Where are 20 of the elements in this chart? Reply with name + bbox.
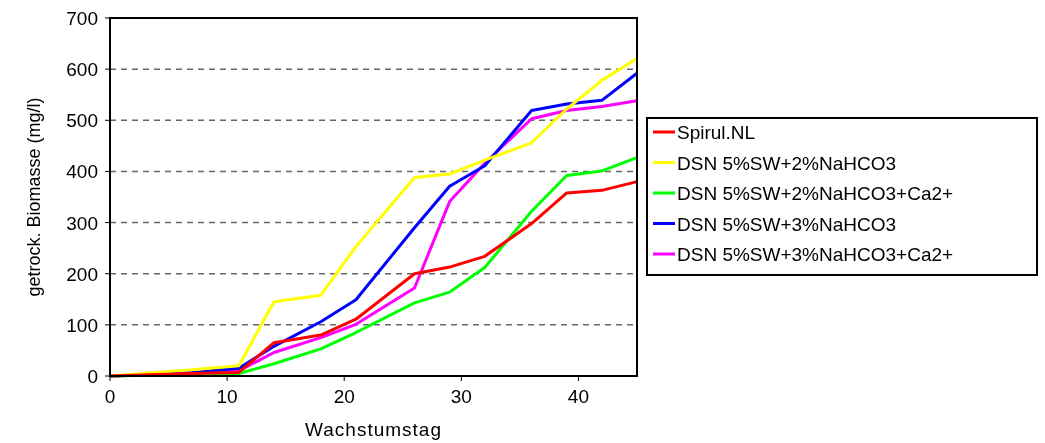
y-tick-label: 700 [66, 8, 98, 29]
x-tick-label: 20 [333, 386, 355, 407]
y-tick-label: 400 [66, 161, 98, 183]
legend-label: DSN 5%SW+2%NaHCO3 [677, 152, 897, 174]
x-tick-label: 0 [104, 386, 116, 407]
y-tick-label: 100 [66, 314, 98, 336]
x-tick-label: 30 [450, 386, 472, 407]
x-tick-label: 10 [216, 386, 238, 407]
y-axis-title: getrock. Biomasse (mg/l) [24, 97, 44, 297]
legend-label: DSN 5%SW+3%NaHCO3 [677, 213, 897, 235]
y-tick-label: 500 [66, 110, 98, 132]
legend-label: Spirul.NL [677, 122, 756, 143]
y-tick-label: 0 [87, 366, 98, 387]
legend-label: DSN 5%SW+2%NaHCO3+Ca2+ [677, 183, 954, 204]
x-axis-title: Wachstumstag [305, 419, 442, 440]
y-tick-label: 300 [66, 212, 98, 234]
y-tick-label: 200 [66, 263, 98, 285]
legend-label: DSN 5%SW+3%NaHCO3+Ca2+ [677, 244, 954, 265]
x-tick-label: 40 [567, 386, 590, 407]
y-tick-label: 600 [66, 59, 98, 81]
